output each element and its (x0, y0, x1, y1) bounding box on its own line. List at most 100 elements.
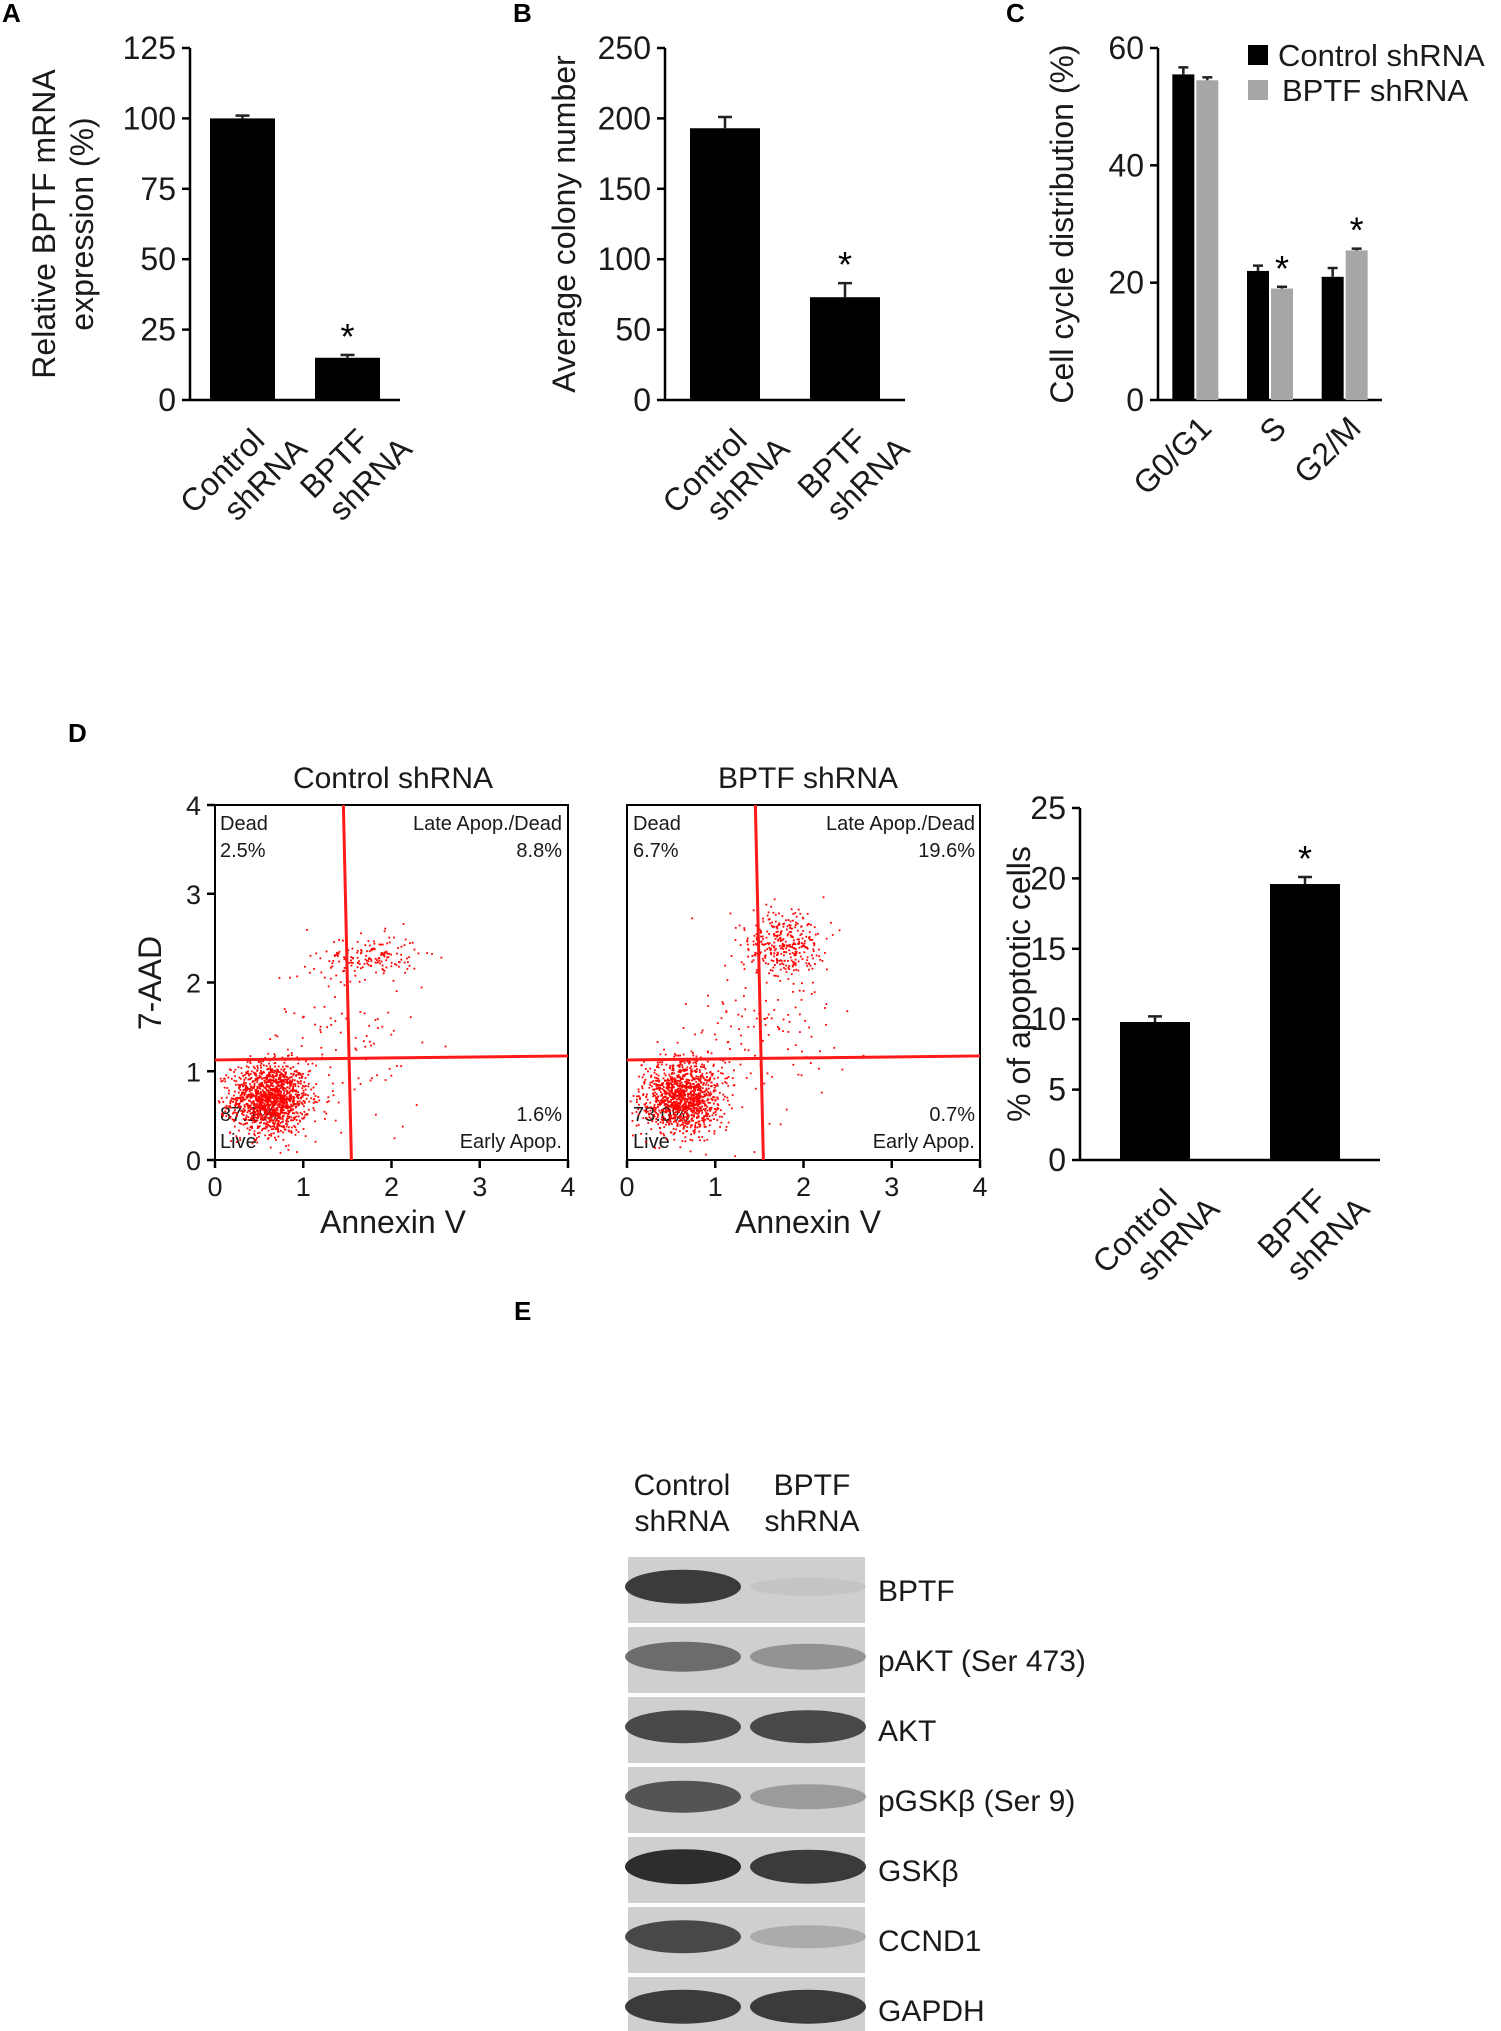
event-dot (679, 1109, 682, 1111)
event-dot (703, 1119, 706, 1121)
event-dot (699, 1071, 701, 1074)
event-dot (698, 1099, 701, 1102)
event-dot (716, 1084, 719, 1087)
event-dot (315, 952, 318, 955)
event-dot (706, 1109, 709, 1112)
event-dot (284, 1087, 287, 1090)
event-dot (776, 951, 779, 954)
event-dot (252, 1102, 255, 1105)
event-dot (313, 1109, 316, 1112)
event-dot (800, 982, 803, 985)
event-dot (708, 1115, 711, 1118)
event-dot (716, 1082, 719, 1085)
event-dot (659, 1132, 662, 1135)
event-dot (720, 1017, 723, 1020)
event-dot (252, 1100, 255, 1103)
event-dot (744, 1008, 747, 1011)
event-dot (824, 1007, 826, 1009)
event-dot (766, 930, 769, 933)
event-dot (649, 1084, 652, 1086)
event-dot (273, 1071, 276, 1074)
event-dot (296, 1101, 299, 1104)
event-dot (328, 960, 331, 963)
event-dot (637, 1088, 640, 1091)
event-dot (307, 1070, 310, 1073)
event-dot (678, 1064, 680, 1067)
event-dot (654, 1108, 657, 1111)
event-dot (269, 1038, 272, 1040)
event-dot (288, 1115, 291, 1118)
event-dot (255, 1106, 257, 1109)
event-dot (264, 1118, 267, 1121)
event-dot (283, 1112, 286, 1115)
event-dot (249, 1083, 251, 1085)
event-dot (260, 1082, 263, 1085)
event-dot (830, 921, 832, 924)
event-dot (284, 1098, 286, 1101)
event-dot (697, 1093, 700, 1096)
event-dot (359, 1083, 362, 1085)
event-dot (776, 961, 779, 964)
event-dot (413, 948, 416, 951)
event-dot (667, 1088, 670, 1091)
event-dot (409, 942, 411, 945)
event-dot (661, 1061, 664, 1063)
event-dot (668, 1090, 671, 1092)
event-dot (334, 1119, 337, 1122)
event-dot (356, 956, 359, 959)
event-dot (297, 1085, 300, 1088)
event-dot (285, 1065, 288, 1068)
event-dot (653, 1076, 656, 1079)
event-dot (265, 1088, 268, 1090)
event-dot (683, 1099, 686, 1102)
event-dot (256, 1097, 258, 1100)
bar (1321, 276, 1344, 400)
event-dot (274, 1099, 277, 1102)
event-dot (292, 1119, 295, 1122)
event-dot (689, 1150, 692, 1153)
event-dot (294, 1126, 297, 1129)
event-dot (271, 1073, 274, 1076)
event-dot (768, 918, 771, 920)
event-dot (649, 1101, 652, 1104)
event-dot (671, 1069, 674, 1071)
event-dot (659, 1131, 662, 1134)
event-dot (816, 932, 819, 935)
event-dot (771, 921, 773, 924)
event-dot (406, 957, 408, 960)
event-dot (657, 1074, 660, 1077)
event-dot (329, 1066, 332, 1069)
event-dot (646, 1098, 649, 1101)
event-dot (703, 1093, 706, 1096)
event-dot (693, 1131, 696, 1134)
event-dot (695, 1112, 698, 1115)
event-dot (661, 1084, 664, 1086)
event-dot (264, 1106, 267, 1109)
event-dot (261, 1129, 263, 1132)
event-dot (281, 1108, 284, 1110)
event-dot (283, 1074, 285, 1077)
event-dot (683, 1102, 686, 1105)
event-dot (264, 1127, 267, 1130)
event-dot (302, 1128, 305, 1130)
event-dot (703, 1139, 706, 1142)
event-dot (782, 938, 785, 941)
event-dot (390, 965, 393, 968)
event-dot (236, 1102, 238, 1105)
event-dot (259, 1102, 261, 1105)
event-dot (743, 929, 746, 932)
event-dot (275, 1081, 278, 1084)
event-dot (263, 1096, 266, 1099)
event-dot (358, 960, 360, 963)
event-dot (644, 1078, 647, 1081)
event-dot (653, 1069, 656, 1072)
event-dot (715, 1108, 718, 1111)
event-dot (377, 961, 380, 964)
event-dot (265, 1094, 267, 1097)
event-dot (275, 1108, 278, 1110)
event-dot (682, 1123, 684, 1126)
event-dot (760, 931, 762, 934)
event-dot (789, 944, 791, 946)
event-dot (793, 961, 796, 964)
